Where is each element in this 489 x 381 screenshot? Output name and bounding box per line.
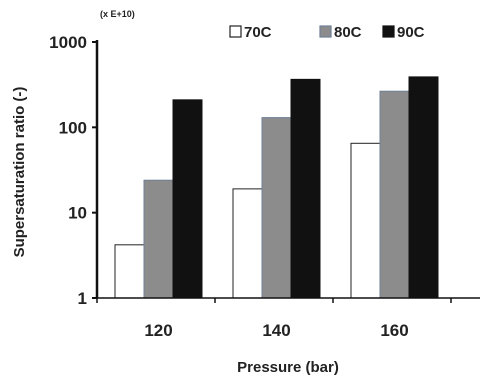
- y-tick-label-1: 1: [78, 289, 87, 308]
- bar-70C-120: [114, 244, 145, 299]
- legend-swatch-90C: [382, 25, 395, 38]
- plot-area: 1 10 100 1000 120 140 160: [49, 33, 480, 340]
- y-tick-label-10: 10: [68, 204, 87, 223]
- x-tick-label-120: 120: [144, 321, 172, 340]
- bar-80C-140: [261, 117, 292, 299]
- bar-90C-160: [408, 76, 439, 299]
- legend: 70C 80C 90C: [229, 24, 425, 41]
- legend-swatch-80C: [319, 25, 332, 38]
- bar-70C-160: [350, 142, 381, 299]
- bar-90C-120: [172, 99, 203, 299]
- y-multiplier-label: (x E+10): [100, 9, 135, 19]
- y-tick-label-100: 100: [59, 118, 87, 137]
- x-tick-label-160: 160: [380, 321, 408, 340]
- y-axis-title: Supersaturation ratio (-): [11, 87, 28, 258]
- bar-80C-160: [379, 90, 410, 299]
- legend-label-70C: 70C: [244, 24, 272, 41]
- legend-label-90C: 90C: [397, 24, 425, 41]
- legend-label-80C: 80C: [334, 24, 362, 41]
- y-tick-label-1000: 1000: [49, 33, 87, 52]
- bar-80C-120: [143, 179, 174, 299]
- x-axis-title: Pressure (bar): [237, 359, 339, 376]
- legend-swatch-70C: [229, 25, 242, 38]
- bar-90C-140: [290, 78, 321, 299]
- bar-70C-140: [232, 188, 263, 299]
- x-tick-label-140: 140: [262, 321, 290, 340]
